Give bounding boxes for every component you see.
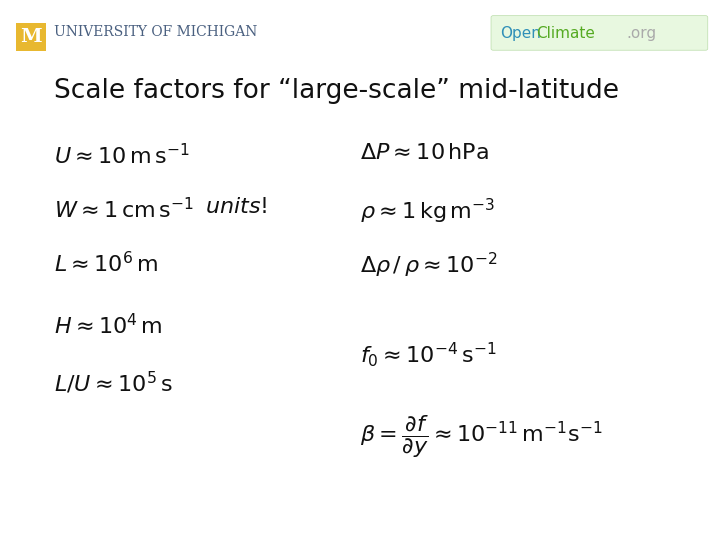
Text: $\rho \approx 1\,\mathrm{kg\,m^{-3}}$: $\rho \approx 1\,\mathrm{kg\,m^{-3}}$ — [360, 197, 495, 226]
Text: $\beta = \dfrac{\partial f}{\partial y} \approx 10^{-11}\,\mathrm{m^{-1}s^{-1}}$: $\beta = \dfrac{\partial f}{\partial y} … — [360, 413, 603, 460]
Text: $\Delta P \approx 10\,\mathrm{hPa}$: $\Delta P \approx 10\,\mathrm{hPa}$ — [360, 143, 489, 163]
FancyBboxPatch shape — [491, 16, 708, 50]
FancyBboxPatch shape — [16, 23, 46, 51]
Text: $L \approx 10^{6}\,\mathrm{m}$: $L \approx 10^{6}\,\mathrm{m}$ — [54, 251, 158, 276]
Text: $L/U \approx 10^{5}\,\mathrm{s}$: $L/U \approx 10^{5}\,\mathrm{s}$ — [54, 370, 173, 396]
Text: $f_0 \approx 10^{-4}\,\mathrm{s^{-1}}$: $f_0 \approx 10^{-4}\,\mathrm{s^{-1}}$ — [360, 340, 497, 369]
Text: $H \approx 10^{4}\,\mathrm{m}$: $H \approx 10^{4}\,\mathrm{m}$ — [54, 313, 163, 339]
Text: $\Delta\rho\,/\,\rho \approx 10^{-2}$: $\Delta\rho\,/\,\rho \approx 10^{-2}$ — [360, 251, 498, 280]
Text: UNIVERSITY OF MICHIGAN: UNIVERSITY OF MICHIGAN — [54, 25, 257, 39]
Text: $U \approx 10\,\mathrm{m\,s^{-1}}$: $U \approx 10\,\mathrm{m\,s^{-1}}$ — [54, 143, 190, 168]
Text: M: M — [20, 28, 42, 46]
Text: $W \approx 1\,\mathrm{cm\,s^{-1}}$: $W \approx 1\,\mathrm{cm\,s^{-1}}$ — [54, 197, 194, 222]
Text: .org: .org — [626, 26, 657, 41]
Text: $\mathit{units}!$: $\mathit{units}!$ — [205, 197, 268, 217]
Text: Climate: Climate — [536, 26, 595, 41]
Text: Open: Open — [500, 26, 541, 41]
Text: Scale factors for “large-scale” mid-latitude: Scale factors for “large-scale” mid-lati… — [54, 78, 619, 104]
